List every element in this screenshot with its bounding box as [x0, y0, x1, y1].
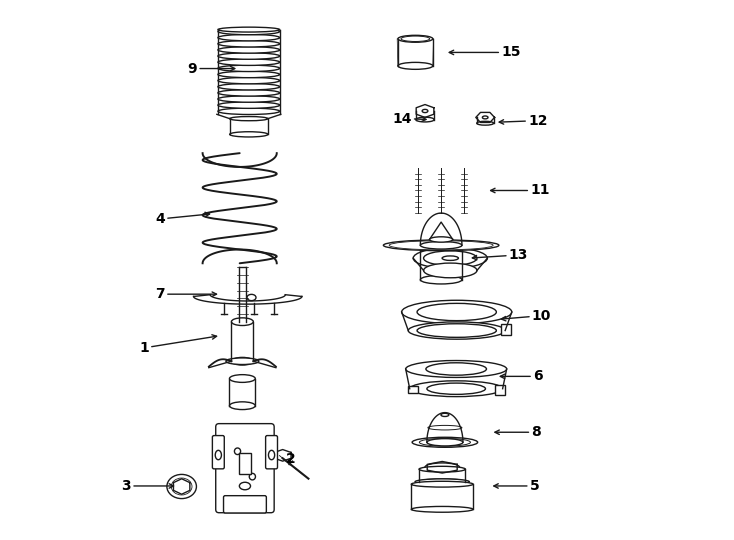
Ellipse shape [416, 117, 435, 122]
Text: 11: 11 [490, 184, 550, 198]
Ellipse shape [383, 240, 499, 251]
Ellipse shape [413, 248, 487, 268]
Ellipse shape [218, 77, 280, 84]
Bar [407, 387, 418, 393]
Ellipse shape [398, 63, 433, 69]
Text: 1: 1 [139, 335, 217, 355]
Text: 14: 14 [392, 111, 426, 125]
Bar [239, 453, 251, 474]
Ellipse shape [419, 438, 470, 446]
Ellipse shape [421, 245, 462, 254]
Ellipse shape [389, 241, 493, 250]
Ellipse shape [401, 300, 512, 324]
FancyBboxPatch shape [266, 436, 277, 469]
Ellipse shape [215, 450, 222, 460]
Text: 6: 6 [501, 369, 542, 383]
Ellipse shape [218, 102, 280, 109]
Ellipse shape [426, 363, 487, 375]
Ellipse shape [428, 426, 462, 430]
Ellipse shape [427, 438, 463, 446]
Ellipse shape [230, 402, 255, 409]
Ellipse shape [424, 251, 477, 266]
Ellipse shape [406, 361, 506, 377]
Ellipse shape [218, 28, 280, 35]
Ellipse shape [408, 322, 505, 339]
Ellipse shape [226, 358, 259, 365]
Ellipse shape [417, 303, 496, 321]
Ellipse shape [250, 474, 255, 480]
Text: 3: 3 [122, 479, 173, 493]
Ellipse shape [171, 478, 192, 495]
Ellipse shape [411, 481, 473, 487]
Ellipse shape [421, 241, 462, 249]
Ellipse shape [218, 35, 280, 41]
Ellipse shape [218, 40, 280, 47]
Ellipse shape [179, 484, 184, 489]
Text: 2: 2 [286, 452, 296, 466]
Ellipse shape [427, 383, 485, 394]
Ellipse shape [442, 256, 459, 260]
Ellipse shape [218, 27, 280, 32]
FancyBboxPatch shape [224, 496, 266, 513]
Ellipse shape [247, 294, 256, 301]
Ellipse shape [230, 117, 268, 121]
Ellipse shape [231, 318, 253, 326]
Ellipse shape [441, 413, 448, 416]
Ellipse shape [417, 324, 496, 338]
Ellipse shape [412, 437, 478, 447]
Ellipse shape [234, 448, 241, 455]
Ellipse shape [218, 59, 280, 65]
FancyBboxPatch shape [212, 436, 225, 469]
Ellipse shape [230, 132, 268, 137]
Text: 12: 12 [499, 113, 548, 127]
Ellipse shape [425, 242, 457, 248]
Ellipse shape [429, 237, 453, 242]
Ellipse shape [218, 90, 280, 96]
Ellipse shape [411, 507, 473, 512]
Text: 4: 4 [156, 212, 210, 226]
Text: 7: 7 [156, 287, 217, 301]
Ellipse shape [218, 84, 280, 90]
FancyBboxPatch shape [216, 424, 275, 512]
Ellipse shape [218, 65, 280, 71]
Text: 5: 5 [494, 479, 539, 493]
Ellipse shape [422, 110, 428, 113]
Ellipse shape [482, 116, 488, 119]
Ellipse shape [218, 96, 280, 102]
Text: 8: 8 [495, 425, 541, 439]
Ellipse shape [218, 108, 280, 114]
Text: 15: 15 [449, 45, 520, 59]
Text: 10: 10 [501, 309, 551, 323]
Ellipse shape [167, 475, 197, 498]
Ellipse shape [231, 357, 253, 365]
Ellipse shape [218, 71, 280, 78]
Ellipse shape [239, 482, 250, 490]
Bar [501, 325, 511, 335]
Text: 9: 9 [188, 62, 235, 76]
Ellipse shape [421, 275, 462, 284]
Ellipse shape [424, 263, 477, 278]
Ellipse shape [230, 375, 255, 382]
Ellipse shape [415, 479, 470, 485]
Ellipse shape [419, 479, 465, 485]
Ellipse shape [269, 450, 275, 460]
Ellipse shape [425, 463, 459, 471]
Text: 13: 13 [472, 248, 528, 262]
Ellipse shape [476, 122, 494, 125]
Ellipse shape [218, 53, 280, 59]
Ellipse shape [401, 36, 429, 42]
Ellipse shape [410, 381, 503, 396]
Bar [495, 386, 505, 395]
Ellipse shape [398, 35, 433, 42]
Ellipse shape [419, 467, 465, 472]
Ellipse shape [218, 46, 280, 53]
